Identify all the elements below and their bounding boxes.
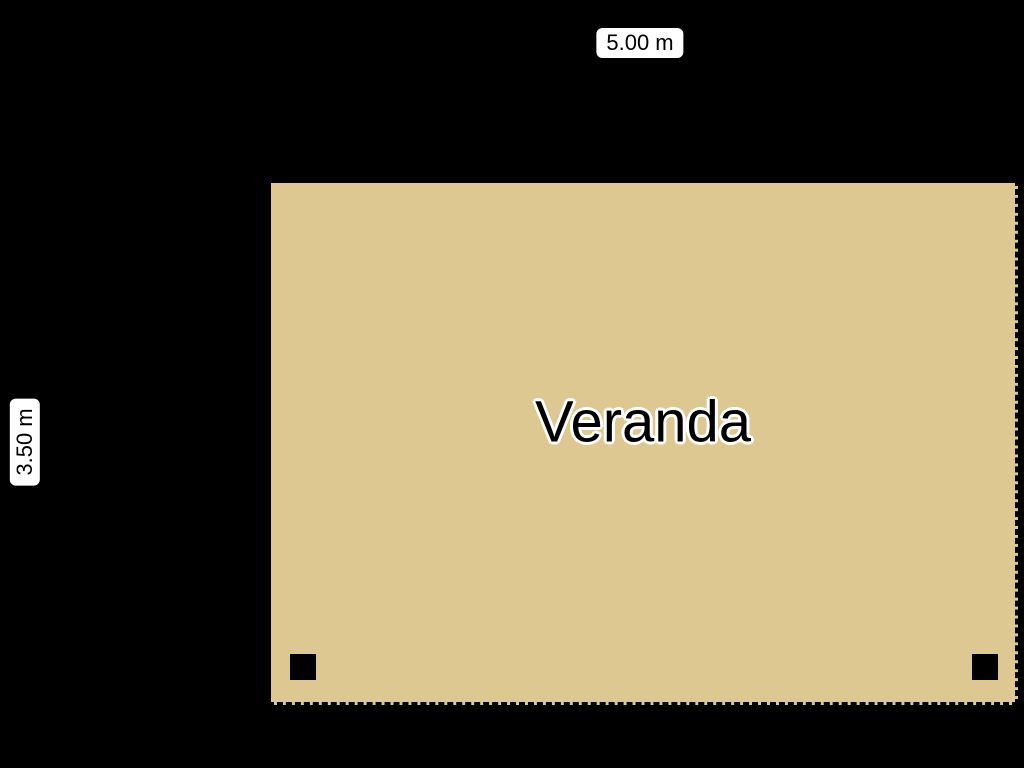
veranda-post-right bbox=[972, 654, 998, 680]
dimension-height-label: 3.50 m bbox=[10, 398, 40, 485]
room-veranda: Veranda bbox=[268, 180, 1018, 705]
dimension-width-label: 5.00 m bbox=[596, 28, 683, 58]
room-label-veranda: Veranda bbox=[535, 388, 751, 455]
veranda-post-left bbox=[290, 654, 316, 680]
floorplan-canvas: Veranda 5.00 m 3.50 m bbox=[0, 0, 1024, 768]
